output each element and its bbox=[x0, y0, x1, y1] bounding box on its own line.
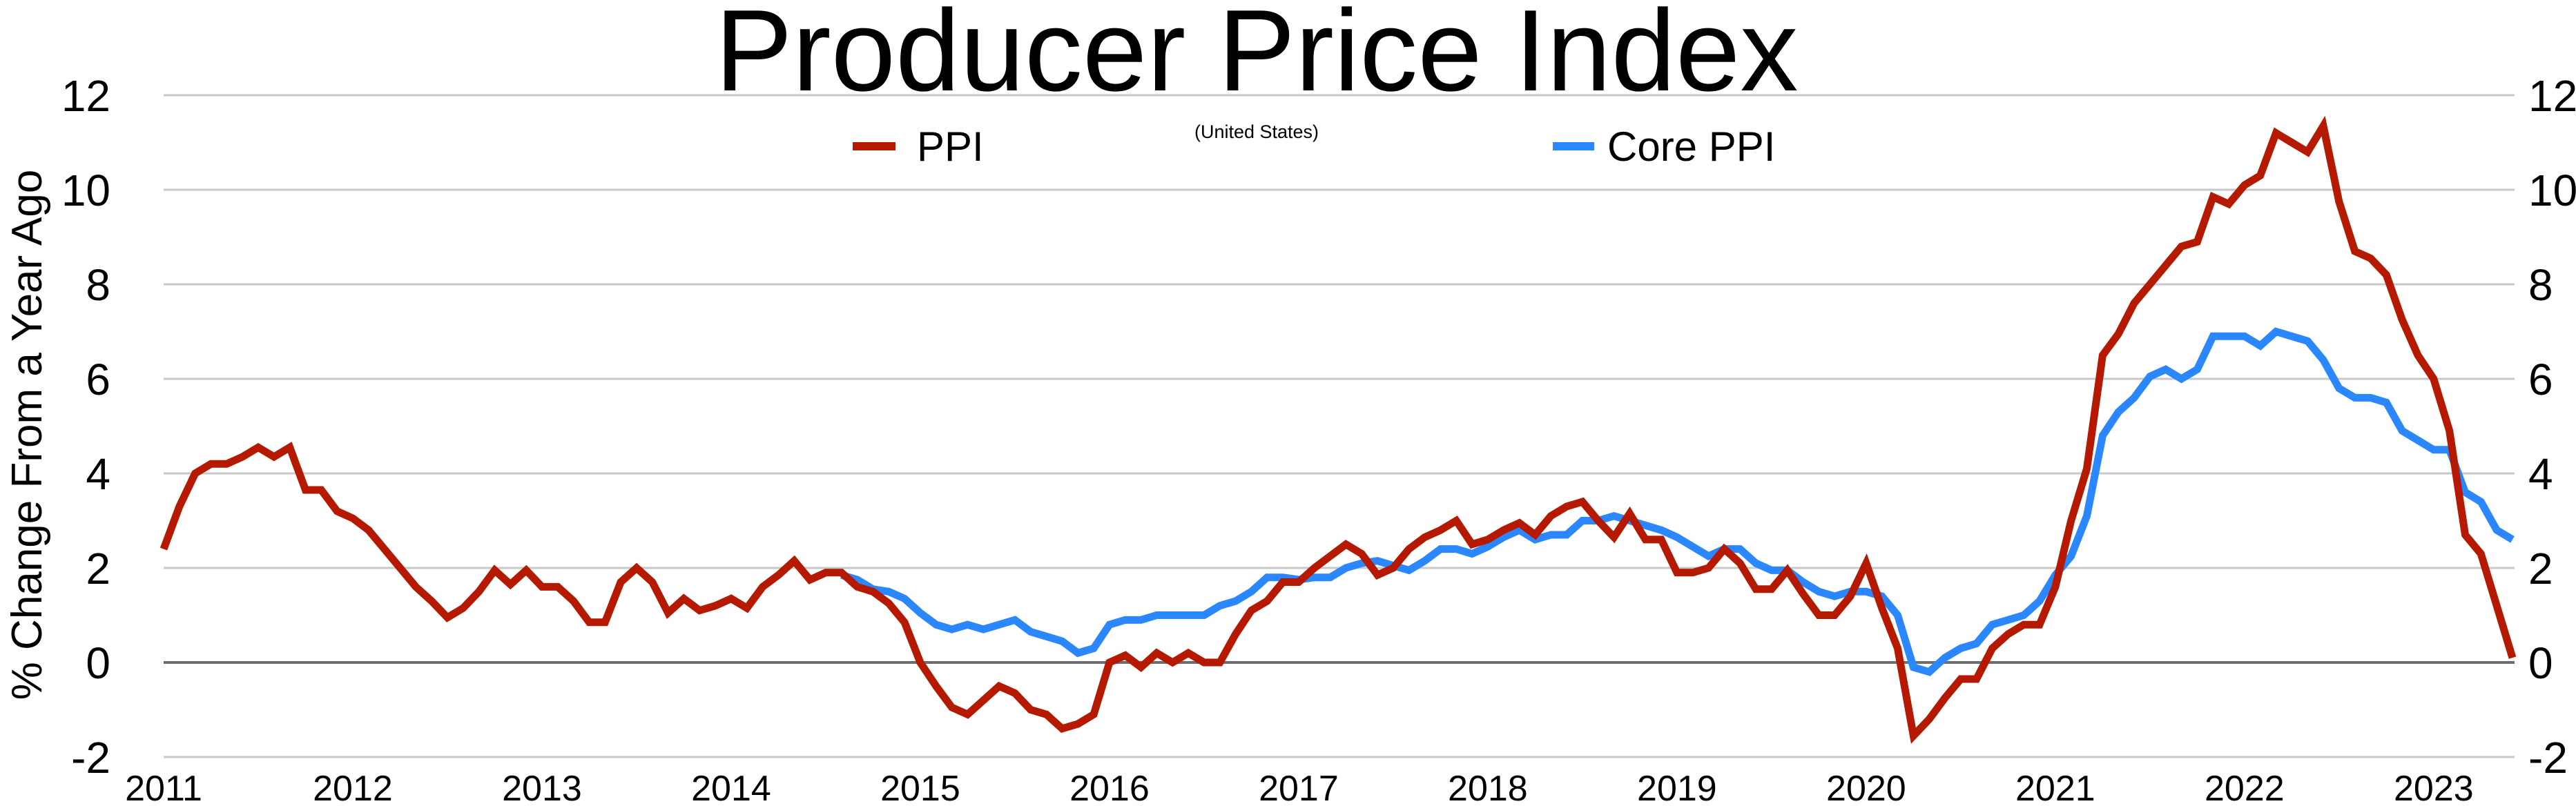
legend: PPI Core PPI bbox=[853, 124, 1775, 170]
y-axis-left-ticks: -2 0 2 4 6 8 10 12 bbox=[61, 71, 110, 783]
y-tick-label-right: 8 bbox=[2528, 260, 2553, 310]
x-tick-label: 2021 bbox=[2015, 769, 2095, 806]
y-axis-label: % Change From a Year Ago bbox=[3, 170, 51, 700]
x-tick-label: 2023 bbox=[2394, 769, 2474, 806]
y-tick-label-right: 4 bbox=[2528, 449, 2553, 499]
chart-subtitle: (United States) bbox=[1194, 121, 1319, 142]
y-tick-label-right: 6 bbox=[2528, 355, 2553, 404]
y-tick-label-left: 4 bbox=[86, 449, 110, 499]
x-tick-label: 2018 bbox=[1448, 769, 1528, 806]
x-axis-ticks: 2011 2012 2013 2014 2015 2016 2017 2018 2019 2020… bbox=[125, 769, 2474, 806]
series-line-ppi bbox=[159, 115, 2517, 744]
x-tick-label: 2013 bbox=[502, 769, 582, 806]
series-lines bbox=[159, 115, 2517, 744]
x-tick-label: 2022 bbox=[2205, 769, 2285, 806]
y-tick-label-right: 10 bbox=[2528, 166, 2576, 215]
y-tick-label-left: 10 bbox=[61, 166, 110, 215]
y-tick-label-left: 8 bbox=[86, 260, 110, 310]
x-tick-label: 2011 bbox=[125, 769, 202, 806]
x-tick-label: 2020 bbox=[1826, 769, 1906, 806]
y-tick-label-left: 6 bbox=[86, 355, 110, 404]
x-tick-label: 2019 bbox=[1637, 769, 1717, 806]
y-axis-right-ticks: -2 0 2 4 6 8 10 12 bbox=[2528, 71, 2576, 783]
y-tick-label-left: 2 bbox=[86, 544, 110, 593]
y-tick-label-right: -2 bbox=[2528, 733, 2568, 783]
series-line-core-ppi bbox=[840, 327, 2515, 676]
gridlines bbox=[164, 94, 2515, 758]
y-tick-label-left: -2 bbox=[71, 733, 110, 783]
y-tick-label-left: 0 bbox=[86, 638, 110, 688]
y-tick-label-right: 12 bbox=[2528, 71, 2576, 121]
x-tick-label: 2017 bbox=[1259, 769, 1339, 806]
legend-label-ppi: PPI bbox=[917, 124, 984, 170]
x-tick-label: 2014 bbox=[691, 769, 771, 806]
y-tick-label-left: 12 bbox=[61, 71, 110, 121]
y-tick-label-right: 0 bbox=[2528, 638, 2553, 688]
chart-title: Producer Price Index bbox=[715, 0, 1799, 115]
x-tick-label: 2012 bbox=[313, 769, 393, 806]
y-tick-label-right: 2 bbox=[2528, 544, 2553, 593]
x-tick-label: 2016 bbox=[1069, 769, 1150, 806]
legend-label-core-ppi: Core PPI bbox=[1607, 124, 1775, 170]
x-tick-label: 2015 bbox=[880, 769, 960, 806]
